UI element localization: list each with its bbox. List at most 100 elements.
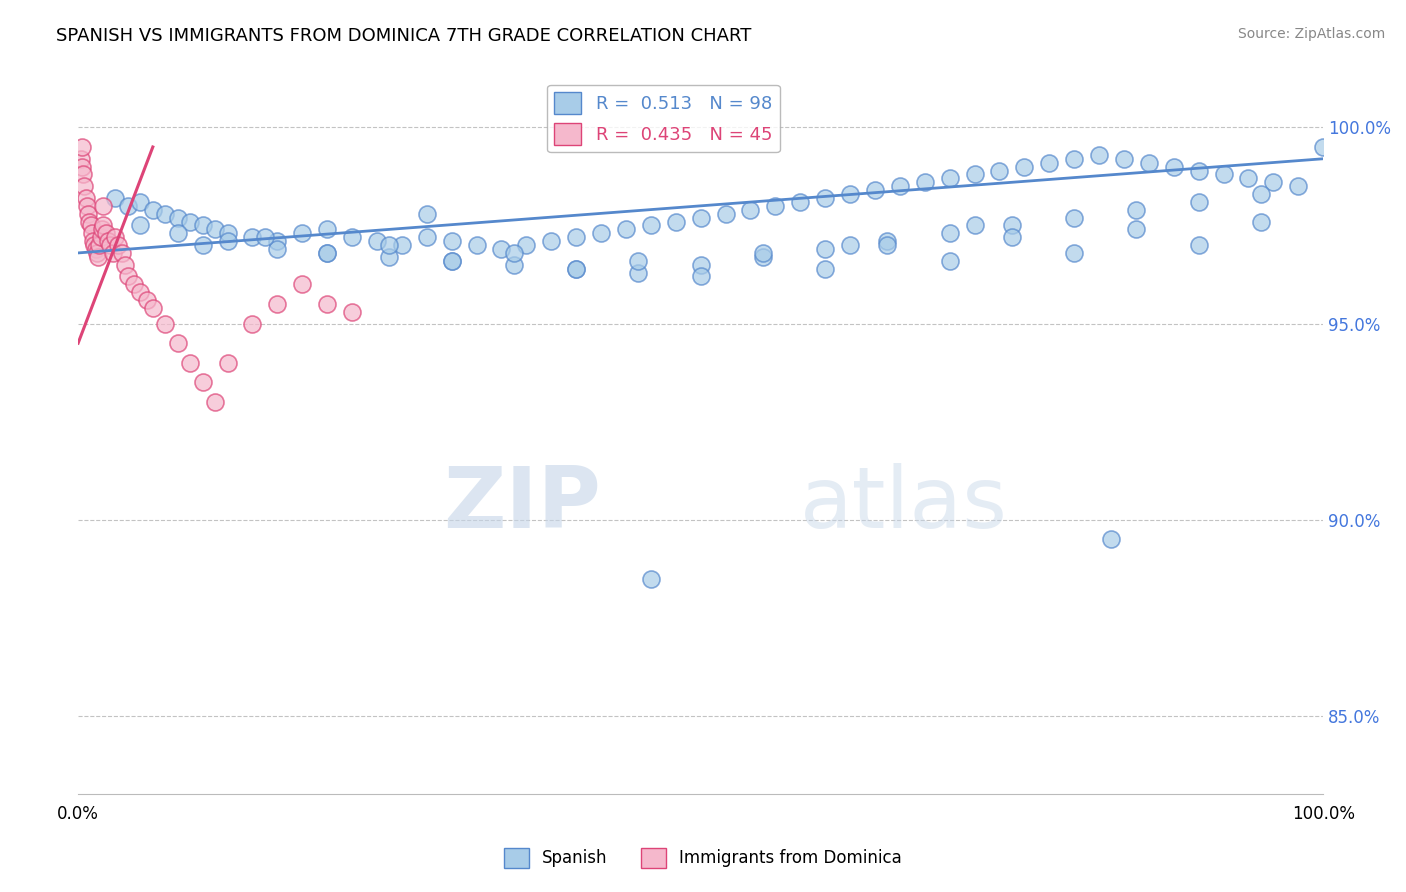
Point: [839, 187, 862, 202]
Point: [963, 168, 986, 182]
Point: [1250, 187, 1272, 202]
Point: [89, 230, 111, 244]
Point: [1063, 152, 1085, 166]
Point: [565, 230, 588, 244]
Point: [366, 234, 388, 248]
Point: [565, 261, 588, 276]
Point: [614, 222, 637, 236]
Point: [75, 191, 97, 205]
Point: [378, 250, 401, 264]
Point: [104, 230, 127, 244]
Point: [540, 234, 562, 248]
Point: [839, 238, 862, 252]
Point: [640, 219, 662, 233]
Point: [291, 277, 314, 292]
Point: [94, 227, 117, 241]
Point: [1063, 211, 1085, 225]
Point: [204, 222, 226, 236]
Point: [1312, 140, 1334, 154]
Point: [863, 183, 886, 197]
Point: [91, 219, 114, 233]
Point: [1237, 171, 1260, 186]
Point: [166, 227, 188, 241]
Point: [340, 230, 363, 244]
Point: [876, 238, 898, 252]
Point: [129, 194, 152, 209]
Point: [378, 238, 401, 252]
Point: [627, 266, 650, 280]
Point: [391, 238, 413, 252]
Point: [129, 219, 152, 233]
Point: [1088, 148, 1111, 162]
Point: [77, 207, 100, 221]
Point: [142, 301, 165, 315]
Point: [1112, 152, 1135, 166]
Text: SPANISH VS IMMIGRANTS FROM DOMINICA 7TH GRADE CORRELATION CHART: SPANISH VS IMMIGRANTS FROM DOMINICA 7TH …: [56, 27, 752, 45]
Point: [416, 207, 439, 221]
Point: [191, 238, 214, 252]
Point: [789, 194, 811, 209]
Point: [814, 261, 837, 276]
Point: [689, 258, 711, 272]
Point: [1125, 202, 1147, 217]
Point: [316, 246, 339, 260]
Point: [589, 227, 612, 241]
Point: [83, 238, 105, 252]
Point: [142, 202, 165, 217]
Point: [72, 168, 94, 182]
Point: [502, 258, 524, 272]
Point: [889, 179, 911, 194]
Point: [316, 222, 339, 236]
Point: [665, 214, 688, 228]
Point: [179, 356, 201, 370]
Point: [86, 246, 108, 260]
Point: [1137, 155, 1160, 169]
Point: [179, 214, 201, 228]
Point: [1188, 163, 1211, 178]
Point: [217, 356, 239, 370]
Point: [491, 242, 513, 256]
Point: [1101, 533, 1123, 547]
Point: [217, 227, 239, 241]
Point: [155, 317, 177, 331]
Point: [69, 152, 91, 166]
Point: [204, 395, 226, 409]
Point: [963, 219, 986, 233]
Point: [938, 253, 960, 268]
Point: [73, 179, 96, 194]
Point: [91, 199, 114, 213]
Point: [440, 234, 463, 248]
Point: [1188, 194, 1211, 209]
Text: ZIP: ZIP: [443, 463, 600, 546]
Point: [316, 246, 339, 260]
Point: [640, 572, 662, 586]
Point: [104, 191, 127, 205]
Point: [135, 293, 157, 307]
Point: [217, 234, 239, 248]
Point: [1286, 179, 1309, 194]
Point: [79, 214, 101, 228]
Point: [266, 242, 288, 256]
Point: [82, 234, 104, 248]
Point: [938, 171, 960, 186]
Point: [1263, 175, 1285, 189]
Point: [90, 222, 112, 236]
Point: [97, 234, 120, 248]
Point: [763, 199, 786, 213]
Point: [76, 199, 98, 213]
Point: [340, 305, 363, 319]
Point: [166, 211, 188, 225]
Point: [740, 202, 762, 217]
Point: [80, 227, 103, 241]
Point: [253, 230, 276, 244]
Point: [101, 246, 124, 260]
Point: [166, 336, 188, 351]
Point: [291, 227, 314, 241]
Point: [1001, 230, 1024, 244]
Point: [89, 238, 111, 252]
Point: [129, 285, 152, 300]
Point: [107, 238, 129, 252]
Point: [1125, 222, 1147, 236]
Legend: R =  0.513   N = 98, R =  0.435   N = 45: R = 0.513 N = 98, R = 0.435 N = 45: [547, 85, 779, 153]
Point: [100, 238, 122, 252]
